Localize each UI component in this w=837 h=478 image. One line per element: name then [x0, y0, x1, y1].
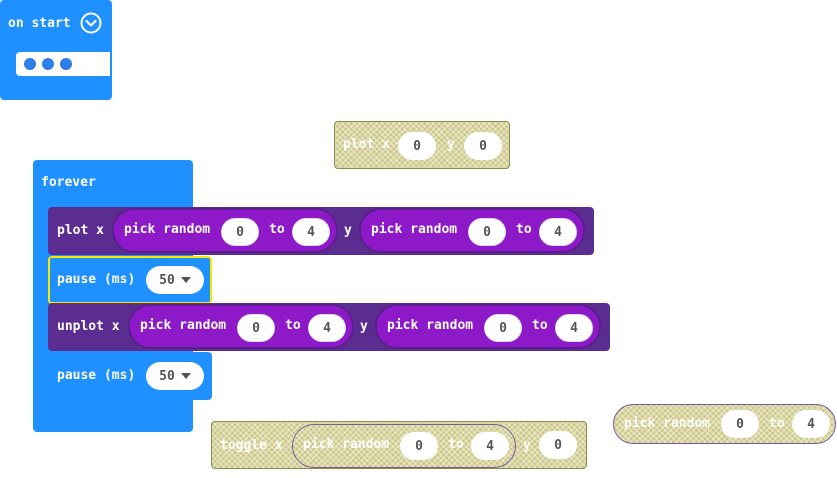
pause-block[interactable]: pause (ms) 50	[48, 352, 212, 400]
floating-pick-random-block[interactable]: pick random 0 to 4	[613, 404, 836, 444]
pick-random-block[interactable]: pick random 0 to 4	[112, 208, 338, 253]
to-label: to	[285, 318, 301, 333]
random-to-field[interactable]: 4	[471, 432, 509, 460]
pick-random-label: pick random	[371, 222, 458, 237]
random-to-field[interactable]: 4	[292, 218, 330, 246]
to-label: to	[516, 222, 532, 237]
y-label: y	[523, 438, 531, 453]
plot-label: plot x	[57, 223, 104, 238]
pick-random-block[interactable]: pick random 0 to 4	[375, 304, 601, 349]
random-from-field[interactable]: 0	[484, 314, 522, 342]
pick-random-label: pick random	[387, 318, 474, 333]
to-label: to	[532, 318, 548, 333]
pick-random-label: pick random	[124, 222, 211, 237]
random-from-field[interactable]: 0	[237, 314, 275, 342]
pause-block-selected[interactable]: pause (ms) 50	[48, 256, 212, 304]
random-from-field[interactable]: 0	[400, 432, 438, 460]
random-from-field[interactable]: 0	[221, 218, 259, 246]
caret-down-icon	[180, 373, 191, 379]
unplot-label: unplot x	[57, 319, 120, 334]
pick-random-block[interactable]: pick random 0 to 4	[128, 304, 354, 349]
duration-value: 50	[159, 272, 175, 288]
on-start-label: on start	[8, 16, 71, 31]
random-to-field[interactable]: 4	[539, 218, 577, 246]
unplot-block[interactable]: unplot x pick random 0 to 4 y pick rando…	[48, 303, 610, 351]
y-label: y	[360, 319, 368, 334]
toggle-label: toggle x	[220, 438, 283, 453]
random-from-field[interactable]: 0	[468, 218, 506, 246]
to-label: to	[269, 222, 285, 237]
forever-label: forever	[41, 175, 96, 190]
pick-random-block[interactable]: pick random 0 to 4	[359, 208, 585, 253]
toggle-block[interactable]: toggle x pick random 0 to 4 y 0	[211, 421, 587, 469]
chevron-down-circle-icon[interactable]	[80, 12, 102, 34]
random-to-field[interactable]: 4	[308, 314, 346, 342]
duration-value: 50	[159, 368, 175, 384]
y-label: y	[447, 137, 455, 152]
plot-block[interactable]: plot x pick random 0 to 4 y pick random …	[48, 207, 594, 255]
random-to-field[interactable]: 4	[792, 410, 830, 438]
x-value-field[interactable]: 0	[398, 132, 436, 160]
floating-plot-block[interactable]: plot x 0 y 0	[334, 121, 510, 169]
random-from-field[interactable]: 0	[721, 410, 759, 438]
pause-duration-dropdown[interactable]: 50	[146, 362, 204, 390]
pause-label: pause (ms)	[57, 368, 136, 383]
pick-random-label: pick random	[303, 437, 390, 452]
to-label: to	[769, 416, 785, 431]
pause-label: pause (ms)	[57, 272, 136, 287]
plot-label: plot x	[343, 137, 390, 152]
pick-random-label: pick random	[624, 416, 711, 431]
collapsed-body[interactable]	[16, 52, 110, 76]
caret-down-icon	[180, 277, 191, 283]
on-start-block[interactable]: on start	[0, 0, 112, 100]
y-value-field[interactable]: 0	[539, 431, 577, 459]
y-value-field[interactable]: 0	[464, 132, 502, 160]
pick-random-label: pick random	[140, 318, 227, 333]
to-label: to	[448, 437, 464, 452]
pick-random-block[interactable]: pick random 0 to 4	[292, 424, 516, 468]
y-label: y	[344, 223, 352, 238]
random-to-field[interactable]: 4	[555, 314, 593, 342]
ellipsis-icon	[24, 58, 72, 70]
pause-duration-dropdown[interactable]: 50	[146, 266, 204, 294]
